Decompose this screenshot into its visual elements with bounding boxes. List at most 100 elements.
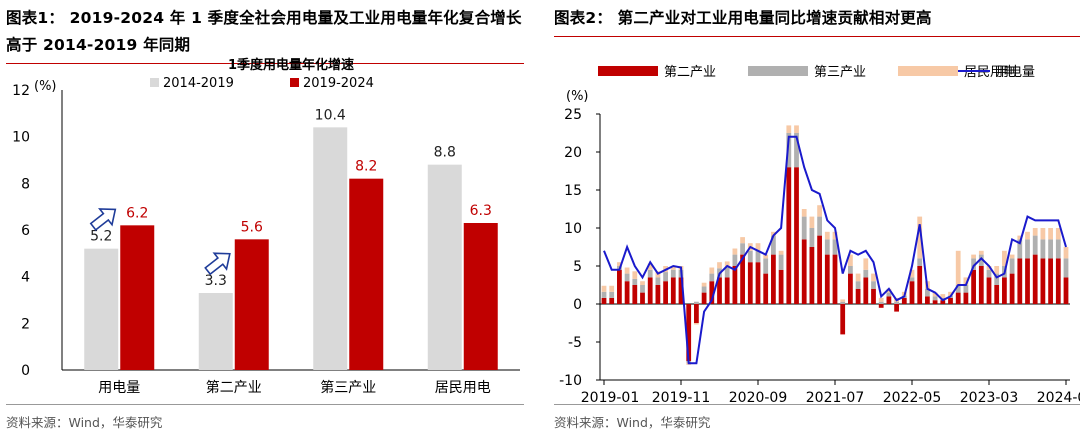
stacked-bar-segment <box>871 288 876 304</box>
stacked-bar-segment <box>994 273 1000 285</box>
stacked-bar-segment <box>694 301 699 304</box>
stacked-bar-segment <box>1009 273 1015 304</box>
stacked-bar-segment <box>609 291 615 298</box>
stacked-bar-segment <box>755 250 761 263</box>
left-panel: 图表1： 2019-2024 年 1 季度全社会用电量及工业用电量年化复合增长高… <box>0 0 530 435</box>
stacked-bar-segment <box>1009 254 1015 259</box>
source-note: 资料来源：Wind，华泰研究 <box>6 415 163 430</box>
legend-label: 2019-2024 <box>303 76 374 91</box>
bar-chart-annual-growth: 1季度用电量年化增速 (%) 2014-2019 2019-2024 0 2 4 6 8 10 12… <box>12 57 520 396</box>
stacked-bar-segment <box>717 262 722 269</box>
stacked-bar-segment <box>624 267 630 274</box>
stacked-bar-segment <box>755 262 761 304</box>
stacked-bar-segment <box>886 288 892 293</box>
stacked-bar-segment <box>1025 258 1030 304</box>
y-axis-unit: (%) <box>566 89 589 104</box>
stacked-bar-segment <box>940 294 946 298</box>
data-label: 10.4 <box>315 107 346 123</box>
y-tick-label: 6 <box>21 223 30 239</box>
stacked-bar-segment <box>1032 254 1038 304</box>
stacked-bar-segment <box>994 266 1000 274</box>
source-rule <box>554 404 1080 405</box>
stacked-bar-segment <box>801 209 807 217</box>
x-tick-label: 2019-01 <box>581 390 640 406</box>
stacked-bar-segment <box>863 269 869 278</box>
stacked-bar-segment <box>601 297 607 304</box>
data-label: 5.6 <box>241 219 263 235</box>
stacked-bar-segment <box>794 125 799 133</box>
legend-swatch <box>898 66 958 76</box>
stacked-bar-segment <box>932 296 938 301</box>
stacked-bar-segment <box>709 281 715 304</box>
y-tick-label: 0 <box>21 363 30 379</box>
stacked-bar-segment <box>801 239 807 304</box>
x-tick-label: 2021-07 <box>806 390 865 406</box>
x-tick-label: 第二产业 <box>206 379 262 396</box>
stacked-bar-segment <box>848 254 853 266</box>
stacked-bar-segment <box>817 216 822 236</box>
stacked-bar-segment <box>978 250 984 255</box>
stacked-bar-segment <box>886 292 892 297</box>
stacked-bar-segment <box>655 285 661 304</box>
stacked-bar-segment <box>740 254 745 304</box>
data-label: 3.3 <box>205 273 227 289</box>
legend-label: 居民用电 <box>964 65 1016 80</box>
stacked-bar-segment <box>848 266 853 274</box>
stacked-bar-segment <box>986 269 992 278</box>
x-tick-label: 用电量 <box>98 380 140 396</box>
stacked-bar-segment <box>747 262 753 304</box>
arrow-icon <box>89 208 117 231</box>
y-tick-label: 25 <box>564 107 582 123</box>
stacked-bar-segment <box>1002 277 1007 304</box>
source-note: 资料来源：Wind，华泰研究 <box>554 415 711 430</box>
stacked-bar-segment <box>763 273 769 304</box>
y-tick-label: 10 <box>12 130 30 146</box>
stacked-bar-segment <box>1040 239 1046 259</box>
stacked-bar-segment <box>824 254 830 304</box>
stacked-bar-segment <box>948 291 953 296</box>
data-label: 6.3 <box>470 203 492 219</box>
y-tick-label: -5 <box>568 335 582 351</box>
data-label: 8.8 <box>434 145 456 161</box>
stacked-bar-segment <box>878 304 884 308</box>
stacked-bar-segment <box>786 125 792 133</box>
stacked-bar-segment <box>940 300 946 304</box>
y-tick-label: 2 <box>21 316 30 332</box>
stacked-bar-segment <box>917 216 923 259</box>
stacked-bar-segment <box>717 277 722 304</box>
stacked-bar-segment <box>1048 239 1053 259</box>
stacked-bar-segment <box>932 292 938 297</box>
stacked-bar-segment <box>840 299 846 302</box>
stacked-bar-segment <box>647 277 653 304</box>
stacked-bar-segment <box>971 269 976 304</box>
stacked-bar-segment <box>632 271 638 279</box>
stacked-bar-segment <box>855 281 861 289</box>
bar <box>84 248 119 370</box>
bar <box>427 164 462 370</box>
x-tick-label: 2020-09 <box>729 390 788 406</box>
stacked-bar-segment <box>955 250 961 285</box>
stacked-bar-segment <box>963 285 969 293</box>
data-label: 8.2 <box>355 159 377 175</box>
legend-label: 第二产业 <box>664 65 716 80</box>
stacked-bar-segment <box>771 235 776 255</box>
stacked-bar-segment <box>1055 258 1061 304</box>
stacked-bar-segment <box>647 263 653 270</box>
stacked-bar-segment <box>917 266 923 304</box>
stacked-bar-segment <box>824 239 830 255</box>
stacked-bar-segment <box>701 286 707 293</box>
stacked-bar-segment <box>663 272 668 282</box>
stacked-bar-segment <box>617 269 622 304</box>
stacked-bar-segment <box>955 292 961 304</box>
stacked-bar-segment <box>963 292 969 304</box>
stacked-bar-segment <box>601 291 607 298</box>
stacked-bar-segment <box>771 231 776 236</box>
stacked-bar-segment <box>640 292 645 304</box>
stacked-bar-segment <box>925 296 930 304</box>
stacked-bar-segment <box>948 297 953 304</box>
stacked-bar-segment <box>986 277 992 304</box>
stacked-bar-segment <box>863 277 869 304</box>
stacked-bar-segment <box>617 262 622 266</box>
stacked-bar-segment <box>963 277 969 285</box>
